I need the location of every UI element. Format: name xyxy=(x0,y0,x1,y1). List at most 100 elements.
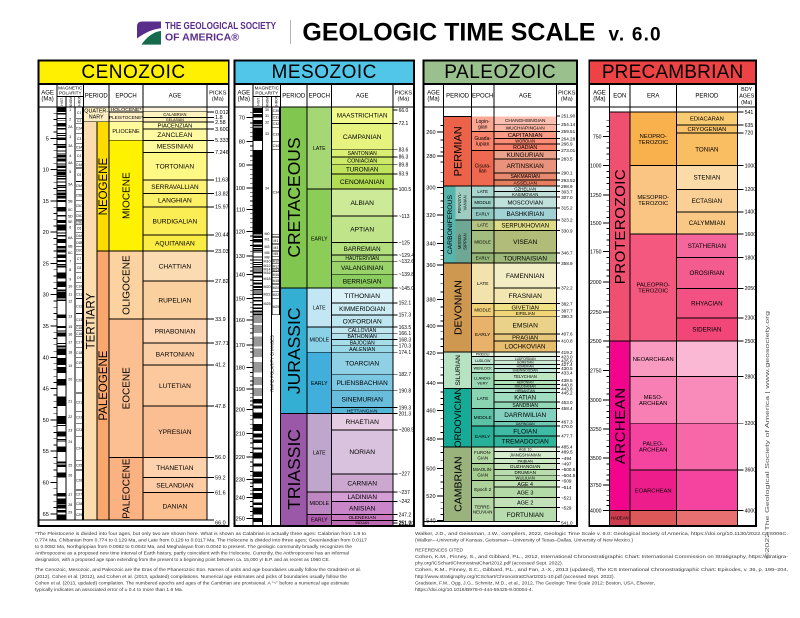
svg-text:3.600: 3.600 xyxy=(215,127,229,133)
svg-text:STATHERIAN: STATHERIAN xyxy=(688,243,726,250)
svg-text:120: 120 xyxy=(236,230,245,236)
svg-text:41.2: 41.2 xyxy=(215,363,226,369)
svg-text:Epoch 2: Epoch 2 xyxy=(474,487,491,492)
svg-text:~494: ~494 xyxy=(561,456,572,461)
svg-text:PERIOD: PERIOD xyxy=(282,94,306,100)
svg-text:20: 20 xyxy=(43,230,49,236)
svg-text:Anthropocene as a proposed new: Anthropocene as a proposed new time inte… xyxy=(35,551,349,557)
svg-text:410.8: 410.8 xyxy=(561,339,573,344)
svg-text:5B: 5B xyxy=(68,199,73,203)
svg-text:PERIOD: PERIOD xyxy=(695,94,719,100)
svg-text:140: 140 xyxy=(236,273,245,279)
svg-text:M18: M18 xyxy=(264,277,271,281)
svg-text:ERA: ERA xyxy=(647,94,659,100)
svg-text:STENIAN: STENIAN xyxy=(693,175,720,182)
svg-text:420: 420 xyxy=(426,351,435,357)
svg-text:MOSCOVIAN: MOSCOVIAN xyxy=(507,201,542,207)
svg-text:CALYMMIAN: CALYMMIAN xyxy=(689,220,725,227)
svg-text:POLARITY: POLARITY xyxy=(255,91,278,96)
svg-text:PRIABONIAN: PRIABONIAN xyxy=(155,328,196,335)
svg-text:5: 5 xyxy=(69,170,71,174)
svg-text:C10: C10 xyxy=(76,285,82,289)
svg-text:2750: 2750 xyxy=(590,369,602,375)
svg-text:372.2: 372.2 xyxy=(561,286,573,291)
svg-text:199.3: 199.3 xyxy=(399,405,412,411)
svg-text:C27: C27 xyxy=(76,492,82,496)
svg-text:BASHKIRIAN: BASHKIRIAN xyxy=(506,211,543,218)
svg-text:2: 2 xyxy=(69,117,71,121)
svg-text:13: 13 xyxy=(68,314,72,318)
svg-text:CARBONIFEROUS: CARBONIFEROUS xyxy=(447,194,454,254)
svg-text:4000: 4000 xyxy=(590,509,602,515)
svg-text:11: 11 xyxy=(68,293,72,297)
svg-text:C5A: C5A xyxy=(76,184,83,188)
svg-text:5: 5 xyxy=(46,136,49,142)
svg-text:283.5: 283.5 xyxy=(561,157,573,162)
svg-text:LATE: LATE xyxy=(477,223,488,228)
svg-text:83.6: 83.6 xyxy=(399,148,409,154)
svg-text:1750: 1750 xyxy=(590,250,602,256)
svg-text:FLOIAN: FLOIAN xyxy=(513,428,537,435)
svg-text:GORSTIAN: GORSTIAN xyxy=(517,361,534,365)
svg-text:ECTASIAN: ECTASIAN xyxy=(692,198,722,205)
svg-text:24: 24 xyxy=(68,440,72,444)
svg-text:MIDDLE: MIDDLE xyxy=(474,239,491,244)
svg-text:440.8: 440.8 xyxy=(561,382,573,387)
svg-text:30: 30 xyxy=(265,108,269,112)
svg-text:SERPUKHOVIAN: SERPUKHOVIAN xyxy=(501,223,549,229)
svg-text:220: 220 xyxy=(236,455,245,461)
svg-text:1000: 1000 xyxy=(745,163,757,169)
svg-text:~129.4: ~129.4 xyxy=(399,253,415,259)
svg-text:280: 280 xyxy=(426,154,435,160)
svg-text:12: 12 xyxy=(68,299,72,303)
svg-text:EPOCH: EPOCH xyxy=(309,94,330,100)
svg-text:(Ma): (Ma) xyxy=(41,97,53,103)
svg-text:2500: 2500 xyxy=(590,339,602,345)
svg-text:C34: C34 xyxy=(273,191,279,195)
svg-text:C34: C34 xyxy=(273,144,279,148)
svg-text:25: 25 xyxy=(43,261,49,267)
svg-text:LANGHIAN: LANGHIAN xyxy=(158,198,192,205)
svg-text:PRIDOLI: PRIDOLI xyxy=(476,353,490,357)
svg-text:https://doi.org/10.1016/B978-0: https://doi.org/10.1016/B978-0-444-59425… xyxy=(415,587,533,593)
svg-text:37.71: 37.71 xyxy=(215,341,229,347)
svg-text:C2A: C2A xyxy=(76,127,83,131)
svg-text:C18: C18 xyxy=(76,351,82,355)
svg-text:251.2: 251.2 xyxy=(399,520,412,526)
svg-text:OROSIRIAN: OROSIRIAN xyxy=(690,270,725,277)
svg-text:THE GEOLOGICAL SOCIETY: THE GEOLOGICAL SOCIETY xyxy=(165,21,276,32)
svg-text:MISSIS-: MISSIS- xyxy=(457,233,462,249)
svg-text:45: 45 xyxy=(43,387,49,393)
svg-text:430.5: 430.5 xyxy=(561,366,573,371)
svg-text:HIST.: HIST. xyxy=(256,97,260,105)
svg-text:MIDDLE: MIDDLE xyxy=(474,308,491,313)
svg-text:EOARCHEAN: EOARCHEAN xyxy=(635,488,672,494)
svg-text:0.012: 0.012 xyxy=(215,110,229,116)
svg-text:35: 35 xyxy=(43,324,49,330)
svg-text:11.63: 11.63 xyxy=(215,178,228,184)
svg-text:MIAOLIN-: MIAOLIN- xyxy=(473,467,493,472)
svg-text:1400: 1400 xyxy=(745,210,757,216)
svg-text:Lopin-: Lopin- xyxy=(476,119,490,125)
svg-text:10: 10 xyxy=(68,284,72,288)
svg-text:EARLY: EARLY xyxy=(311,518,328,524)
svg-text:VERY: VERY xyxy=(477,381,488,386)
svg-text:5.333: 5.333 xyxy=(215,138,229,144)
svg-text:PALEOZOIC: PALEOZOIC xyxy=(444,62,556,83)
svg-text:3200: 3200 xyxy=(745,421,757,427)
svg-text:CHRON.: CHRON. xyxy=(274,95,278,108)
svg-text:M25: M25 xyxy=(264,302,271,306)
svg-text:300: 300 xyxy=(426,185,435,191)
svg-text:3000: 3000 xyxy=(590,398,602,404)
svg-text:PICKS: PICKS xyxy=(209,90,227,96)
svg-text:C11: C11 xyxy=(76,292,82,296)
svg-text:M3: M3 xyxy=(274,246,279,250)
svg-text:MESOPRO-: MESOPRO- xyxy=(637,195,669,201)
svg-text:C15: C15 xyxy=(76,326,82,330)
svg-text:Cisura-: Cisura- xyxy=(475,163,491,169)
svg-text:LATE: LATE xyxy=(313,305,326,311)
svg-text:C1: C1 xyxy=(77,111,81,115)
svg-text:330.9: 330.9 xyxy=(561,228,573,233)
svg-text:C9: C9 xyxy=(77,276,81,280)
svg-text:BDY: BDY xyxy=(741,87,752,93)
